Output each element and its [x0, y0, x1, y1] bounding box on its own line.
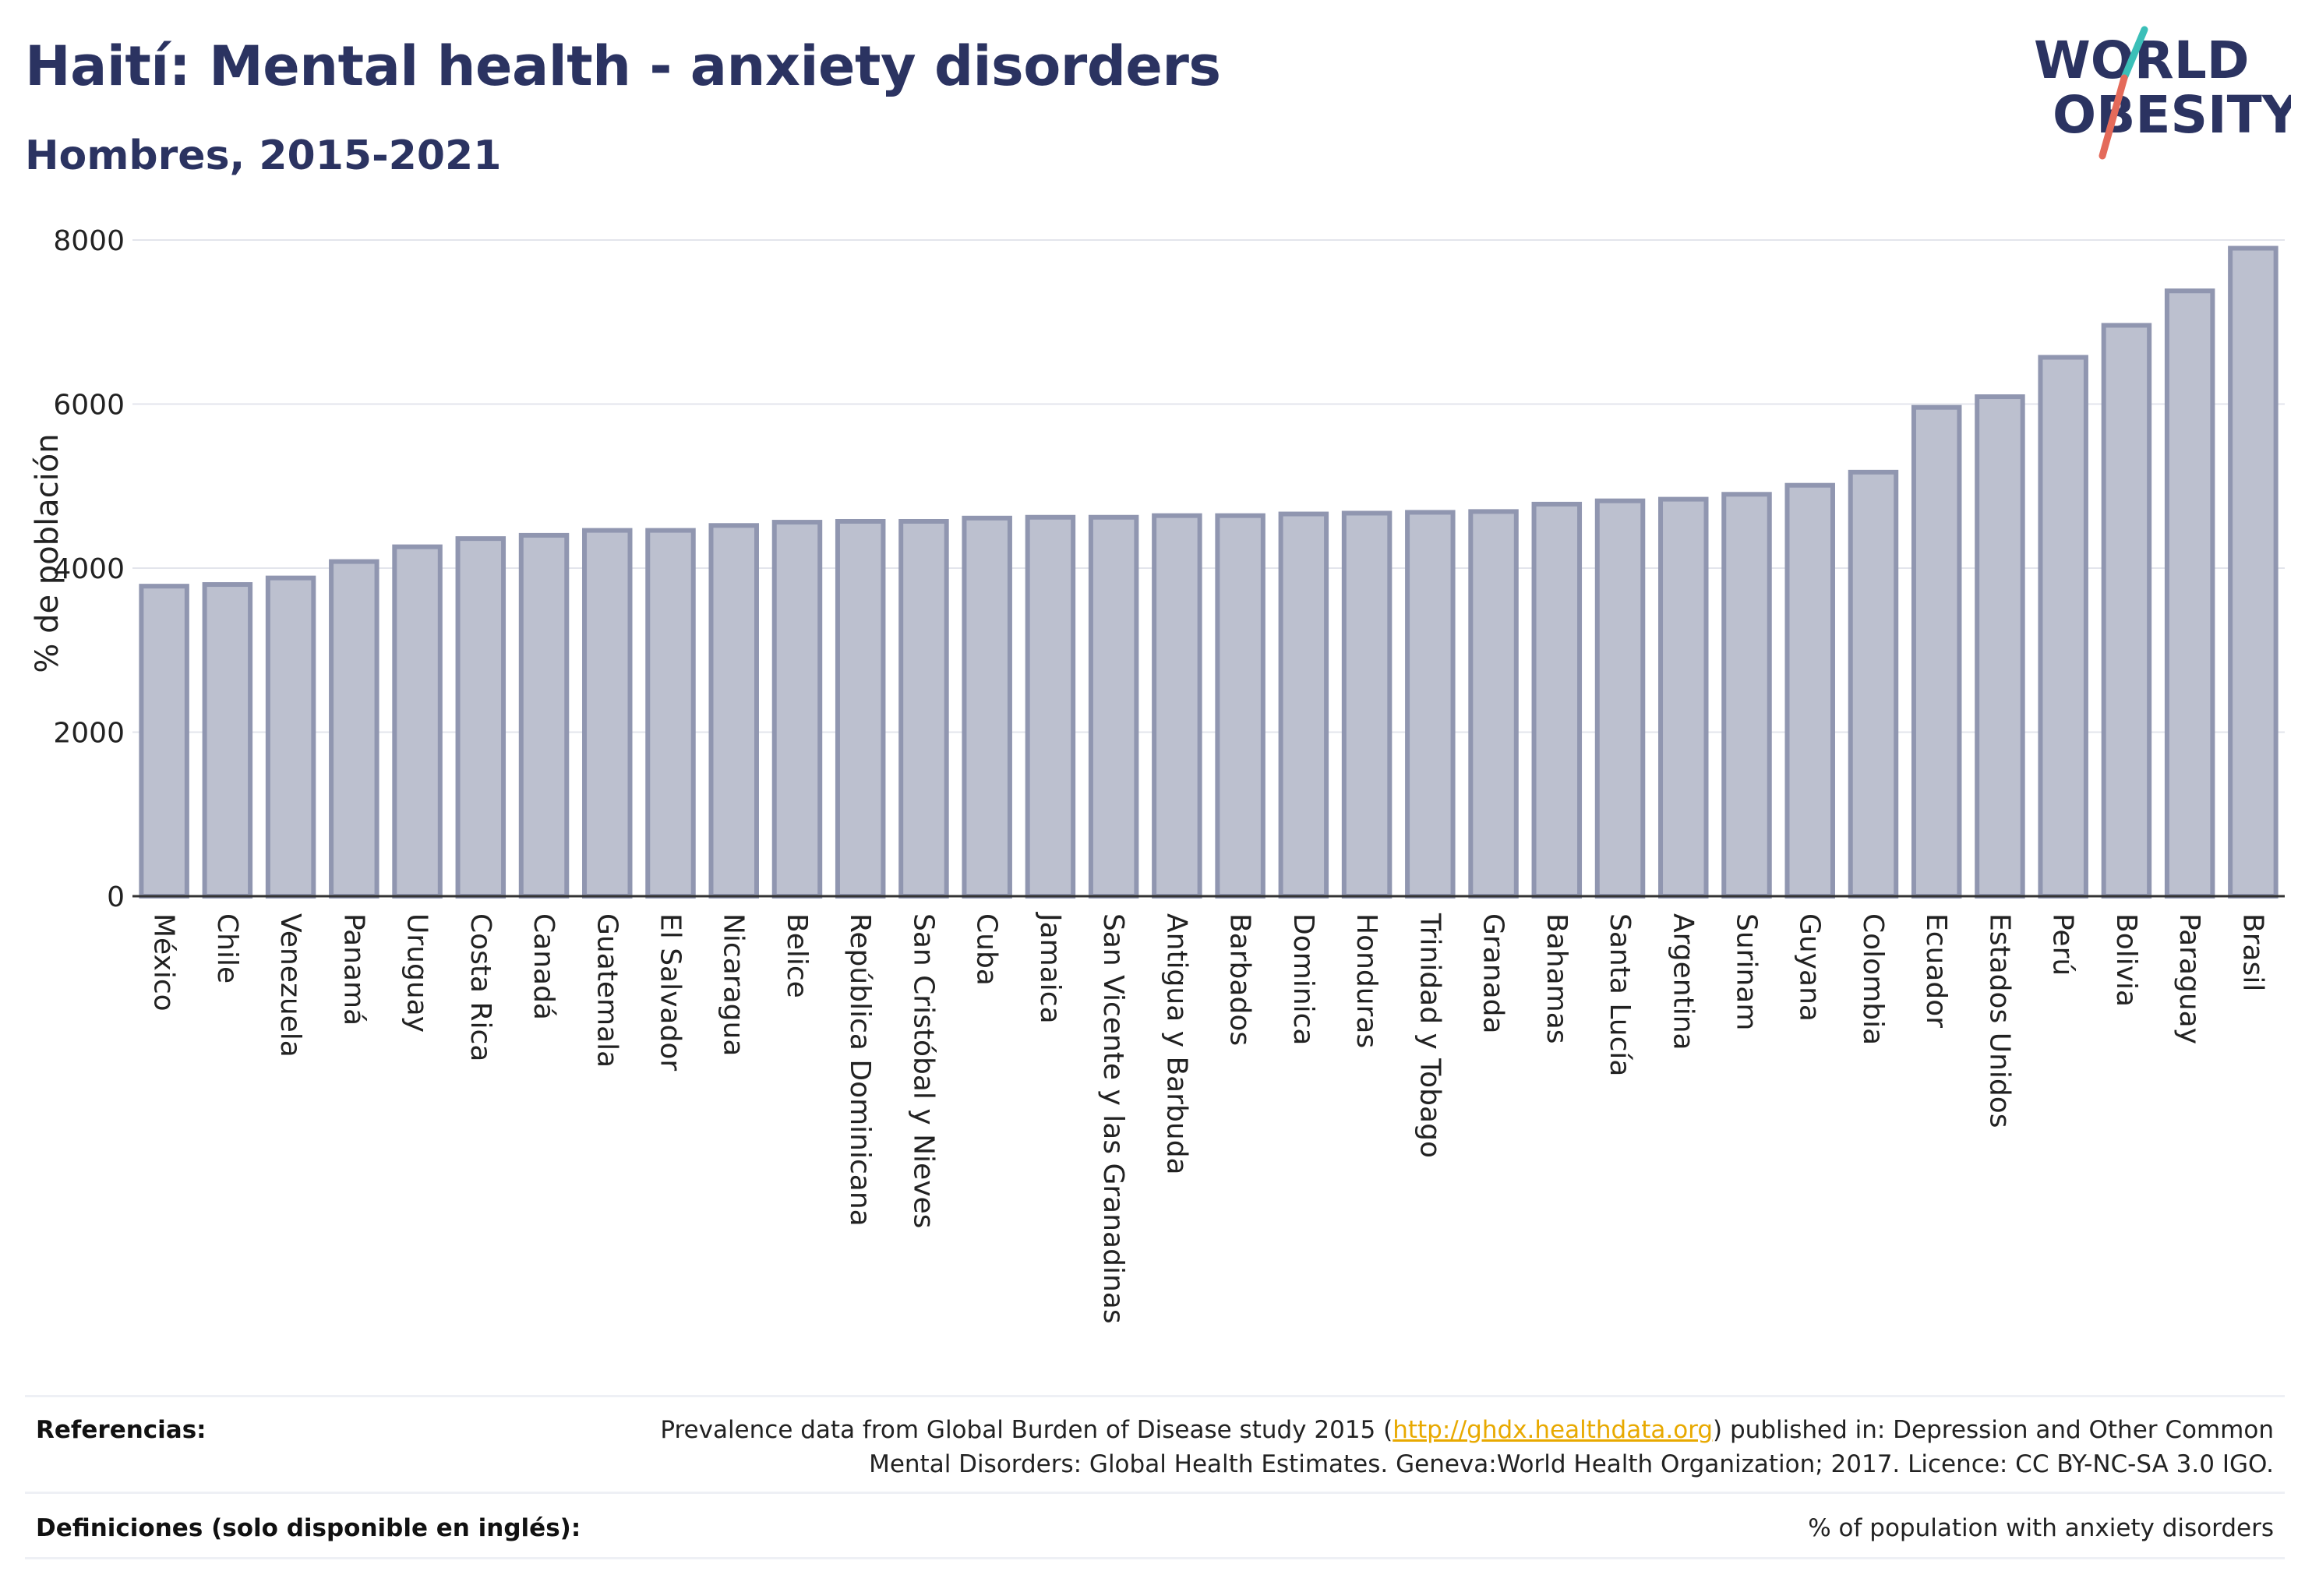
x-tick-label: Panamá — [337, 913, 369, 1026]
bars — [139, 245, 2279, 899]
definitions-label: Definiciones (solo disponible en inglés)… — [36, 1514, 581, 1542]
x-tick-label: Paraguay — [2173, 913, 2205, 1044]
x-tick-label: Colombia — [1857, 913, 1889, 1045]
references-link[interactable]: http://ghdx.healthdata.org — [1393, 1416, 1714, 1444]
bar — [1784, 482, 1835, 899]
x-tick-label: Guatemala — [591, 913, 623, 1068]
x-tick-label: Venezuela — [274, 913, 306, 1058]
x-tick-label: México — [148, 913, 180, 1012]
bar — [139, 584, 189, 899]
y-tick-label: 8000 — [53, 225, 125, 257]
bar — [455, 536, 507, 899]
bar — [1341, 510, 1393, 899]
bar — [1721, 492, 1772, 899]
bar — [265, 575, 316, 899]
x-tick-label: Costa Rica — [464, 913, 496, 1061]
x-tick-label: Surinam — [1731, 913, 1763, 1030]
bar — [645, 528, 696, 899]
bar — [1405, 510, 1456, 899]
bar — [2164, 288, 2215, 899]
bar — [2038, 355, 2088, 899]
bar-chart: 0 2000 4000 6000 8000 México Chile Venezuela Pa… — [30, 225, 2285, 1324]
bar — [1531, 501, 1583, 899]
x-tick-label: Granada — [1477, 913, 1509, 1034]
logo-slash-teal — [2120, 26, 2148, 82]
bar — [1658, 496, 1709, 899]
bar — [1594, 498, 1646, 899]
bar — [898, 519, 949, 899]
y-axis-label: % de población — [30, 433, 65, 673]
bar — [1975, 394, 2025, 899]
x-tick-label: Belice — [781, 913, 813, 998]
bar — [1911, 404, 1962, 899]
x-tick-label: República Dominicana — [844, 913, 876, 1227]
x-tick-label: Canadá — [528, 913, 559, 1020]
y-axis-ticks: 0 2000 4000 6000 8000 — [53, 225, 125, 913]
bar — [708, 523, 759, 899]
bar — [2228, 245, 2279, 899]
definitions-text: % of population with anxiety disorders — [1808, 1514, 2274, 1542]
x-tick-label: Estados Unidos — [1983, 913, 2015, 1128]
x-tick-label: Cuba — [971, 913, 1003, 986]
x-tick-label: Jamaica — [1034, 912, 1066, 1024]
y-tick-label: 2000 — [53, 718, 125, 750]
x-tick-label: El Salvador — [655, 913, 687, 1071]
bar — [1152, 513, 1202, 899]
references-row: Referencias: Prevalence data from Global… — [25, 1395, 2285, 1494]
definitions-row: Definiciones (solo disponible en inglés)… — [25, 1492, 2285, 1559]
page-title: Haití: Mental health - anxiety disorders — [25, 34, 1221, 98]
x-tick-label: Dominica — [1287, 913, 1319, 1046]
references-label: Referencias: — [36, 1416, 206, 1444]
x-tick-label: Guyana — [1794, 913, 1826, 1022]
bar — [1088, 514, 1139, 899]
bar — [2101, 323, 2152, 899]
bar — [392, 544, 443, 899]
x-tick-label: Brasil — [2236, 913, 2268, 991]
bar — [1278, 511, 1329, 899]
x-tick-label: Nicaragua — [718, 913, 750, 1056]
x-tick-label: Chile — [211, 913, 243, 983]
bar — [771, 520, 823, 899]
page-subtitle: Hombres, 2015-2021 — [25, 132, 502, 179]
y-tick-label: 4000 — [53, 553, 125, 585]
x-tick-label: Bahamas — [1541, 913, 1573, 1044]
x-tick-label: Santa Lucía — [1604, 913, 1636, 1076]
references-text-line2: Mental Disorders: Global Health Estimate… — [869, 1450, 2274, 1478]
y-tick-label: 0 — [107, 881, 125, 913]
x-tick-label: Perú — [2047, 913, 2079, 976]
bar — [1215, 513, 1265, 899]
bar — [582, 528, 633, 899]
x-tick-label: Barbados — [1224, 913, 1256, 1046]
grid-lines — [132, 239, 2285, 897]
bar — [1468, 509, 1519, 899]
x-tick-label: Bolivia — [2110, 913, 2142, 1007]
logo-line2: OBESITY — [2053, 85, 2291, 145]
references-text: Prevalence data from Global Burden of Di… — [660, 1397, 2285, 1481]
x-tick-label: Uruguay — [401, 913, 433, 1033]
x-tick-label: Trinidad y Tobago — [1414, 913, 1445, 1158]
x-tick-label: Honduras — [1350, 913, 1382, 1048]
bar — [518, 532, 570, 899]
references-text-after: ) published in: Depression and Other Com… — [1713, 1416, 2274, 1444]
bar — [835, 519, 886, 899]
x-tick-label: San Cristóbal y Nieves — [907, 913, 939, 1228]
world-obesity-logo: WORLD OBESITY — [2034, 26, 2291, 160]
y-tick-label: 6000 — [53, 390, 125, 422]
logo-slash-red — [2099, 74, 2128, 160]
x-axis-ticks: México Chile Venezuela Panamá Uruguay Costa R… — [148, 912, 2269, 1324]
bar — [202, 582, 253, 899]
footer-divider — [25, 1557, 2285, 1559]
x-tick-label: Antigua y Barbuda — [1160, 913, 1192, 1175]
references-text-before: Prevalence data from Global Burden of Di… — [660, 1416, 1393, 1444]
x-tick-label: San Vicente y las Granadinas — [1097, 913, 1129, 1324]
bar — [962, 515, 1012, 899]
x-tick-label: Argentina — [1667, 913, 1699, 1050]
x-tick-label: Ecuador — [1920, 913, 1952, 1028]
bar — [1025, 514, 1076, 899]
bar — [329, 559, 379, 899]
bar — [1848, 469, 1899, 899]
